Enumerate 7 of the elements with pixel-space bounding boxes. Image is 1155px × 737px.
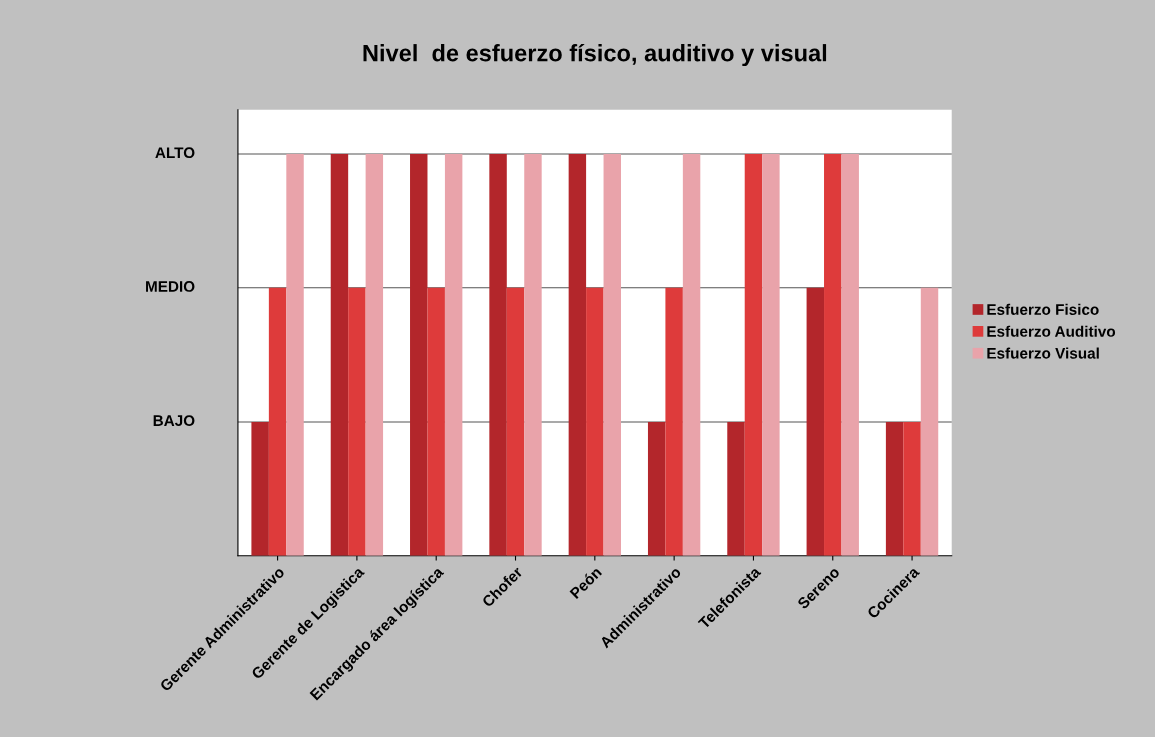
legend-label: Esfuerzo Auditivo	[987, 325, 1116, 337]
ref-line-label: BAJO	[153, 415, 195, 427]
ref-line-label: MEDIO	[146, 281, 195, 292]
legend-label: Esfuerzo Fisico	[987, 303, 1099, 315]
ref-line-label: ALTO	[155, 147, 195, 159]
chart-title: Nivel de esfuerzo físico, auditivo y visual	[363, 43, 827, 67]
legend-label: Esfuerzo Visual	[987, 347, 1099, 359]
